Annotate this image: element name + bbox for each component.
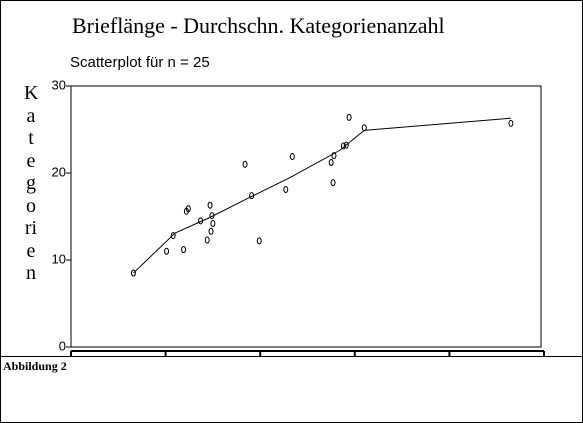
chart-title: Brieflänge - Durchschn. Kategorienanzahl: [72, 13, 445, 38]
point: [204, 236, 210, 244]
point: [210, 219, 216, 227]
fit-line: [133, 117, 511, 274]
point: [181, 246, 187, 254]
point: [164, 247, 170, 255]
point: [289, 152, 295, 160]
caption: Abbildung 2: [3, 359, 67, 373]
point: [361, 124, 367, 132]
plot-frame: [70, 85, 542, 348]
point: [130, 269, 136, 277]
point: [170, 232, 176, 240]
y-tick-label: 10: [52, 251, 66, 266]
point: [185, 205, 191, 213]
point: [242, 160, 248, 168]
y-tick-label: 20: [52, 164, 66, 179]
y-axis-label: Kategorien: [24, 82, 39, 284]
point: [207, 201, 213, 209]
point: [328, 159, 334, 167]
point: [330, 179, 336, 187]
point: [198, 217, 204, 225]
point: [331, 152, 337, 160]
y-tick-label: 0: [59, 338, 66, 353]
point: [249, 192, 255, 200]
point: [340, 142, 346, 150]
chart-subtitle: Scatterplot für n = 25: [70, 54, 210, 71]
point: [209, 212, 215, 220]
y-tick-label: 30: [52, 77, 66, 92]
point: [508, 119, 514, 127]
point: [256, 237, 262, 245]
point: [208, 227, 214, 235]
point: [346, 113, 352, 121]
point: [343, 141, 349, 149]
point: [283, 186, 289, 194]
